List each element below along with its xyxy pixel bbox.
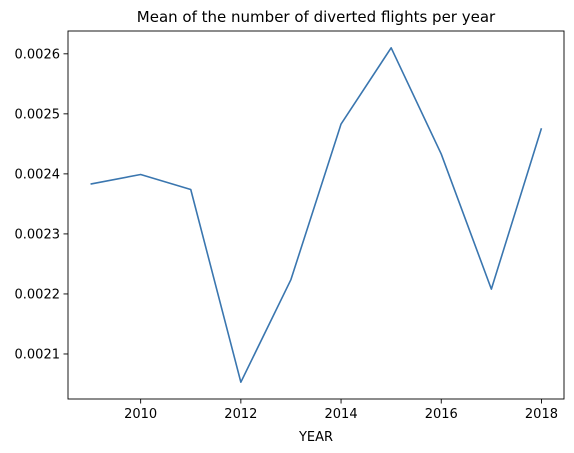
x-axis-label: YEAR [298, 430, 333, 445]
x-tick-label: 2012 [224, 407, 257, 422]
series-line [90, 47, 543, 383]
y-tick-label: 0.0026 [15, 47, 61, 62]
y-tick-label: 0.0023 [15, 227, 61, 242]
y-tick-label: 0.0022 [15, 287, 61, 302]
y-tick-label: 0.0021 [15, 347, 61, 362]
plot-area: 2010 2012 2014 2016 2018 0.0021 0.0022 0.0023 0.… [15, 30, 565, 422]
chart-title: Mean of the number of diverted flights p… [137, 8, 496, 26]
x-tick-label: 2016 [425, 407, 458, 422]
x-tick-label: 2010 [124, 407, 157, 422]
y-tick-label: 0.0025 [15, 107, 61, 122]
y-tick-label: 0.0024 [15, 167, 61, 182]
axes-frame [67, 30, 565, 400]
x-tick-label: 2018 [525, 407, 558, 422]
x-tick-label: 2014 [325, 407, 358, 422]
